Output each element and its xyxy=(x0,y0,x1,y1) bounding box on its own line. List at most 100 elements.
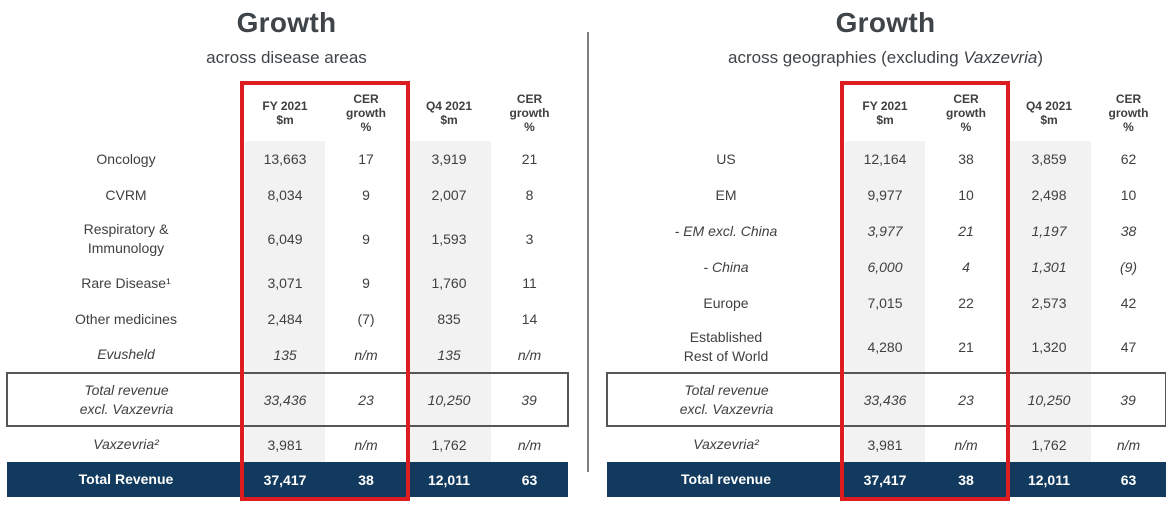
table-row: Europe 7,015 22 2,573 42 xyxy=(607,285,1166,321)
table-row: Total revenue excl. Vaxzevria 33,436 23 10,… xyxy=(6,372,569,427)
cell-fy-2021: 3,981 xyxy=(245,426,325,462)
cell-q4-2021: 835 xyxy=(407,301,491,337)
cell-cer-growth-q4: 39 xyxy=(1091,372,1166,427)
column-header: Q4 2021 $m xyxy=(425,99,473,127)
cell-fy-2021: 33,436 xyxy=(845,372,925,427)
cell-fy-2021: 33,436 xyxy=(245,372,325,427)
cell-cer-growth-q4: 63 xyxy=(521,471,538,488)
header-row: FY 2021 $m CER growth % Q4 2021 $m CER grow… xyxy=(7,85,568,141)
subtitle-italic-text: Vaxzevria xyxy=(963,48,1038,67)
table-row: Oncology 13,663 17 3,919 21 xyxy=(7,141,568,177)
cell-q4-2021: 1,762 xyxy=(407,426,491,462)
table-row: CVRM 8,034 9 2,007 8 xyxy=(7,177,568,213)
subtitle-text: across geographies (excluding xyxy=(728,48,964,67)
row-label: - China xyxy=(703,258,749,275)
growth-table-disease-areas: FY 2021 $m CER growth % Q4 2021 $m CER grow… xyxy=(6,85,569,497)
column-header: FY 2021 $m xyxy=(262,99,308,127)
cell-cer-growth-fy: 9 xyxy=(362,275,370,291)
cell-cer-growth-fy: 22 xyxy=(958,295,974,311)
cell-cer-growth-fy: 21 xyxy=(958,223,974,239)
cell-q4-2021: 1,762 xyxy=(1007,426,1091,462)
cell-cer-growth-q4: 38 xyxy=(1120,223,1137,239)
cell-q4-2021: 2,007 xyxy=(407,177,491,213)
column-header: CER growth % xyxy=(946,92,986,134)
cell-fy-2021: 37,417 xyxy=(263,471,307,488)
column-header: CER growth % xyxy=(509,92,550,134)
page-title: Growth xyxy=(835,7,936,38)
cell-cer-growth-fy: 10 xyxy=(958,187,974,203)
header-spacer xyxy=(607,85,845,141)
table-row: - China 6,000 4 1,301 (9) xyxy=(607,249,1166,285)
cell-cer-growth-q4: 42 xyxy=(1120,295,1137,311)
column-header: CER growth % xyxy=(1108,92,1149,134)
cell-fy-2021: 2,484 xyxy=(245,301,325,337)
row-label: US xyxy=(716,150,736,167)
cell-cer-growth-fy: n/m xyxy=(954,436,978,453)
table-row: Rare Disease¹ 3,071 9 1,760 11 xyxy=(7,265,568,301)
cell-q4-2021: 135 xyxy=(407,337,491,373)
row-label: Total revenue xyxy=(681,471,771,487)
cell-cer-growth-fy: 38 xyxy=(958,151,974,167)
cell-q4-2021: 10,250 xyxy=(1007,372,1091,427)
cell-q4-2021: 2,573 xyxy=(1007,285,1091,321)
cell-cer-growth-q4: n/m xyxy=(517,346,542,363)
table-row: Established Rest of World 4,280 21 1,320 47 xyxy=(607,321,1166,373)
cell-cer-growth-q4: n/m xyxy=(1116,436,1141,453)
table-body: Oncology 13,663 17 3,919 21 CVRM 8,034 9 2,007 8 R… xyxy=(6,141,569,497)
row-label: Evusheld xyxy=(97,346,155,362)
table-row: US 12,164 38 3,859 62 xyxy=(607,141,1166,177)
table-body: US 12,164 38 3,859 62 EM 9,977 10 2,498 10 - EM ex… xyxy=(606,141,1166,497)
table-header: FY 2021 $m CER growth % Q4 2021 $m CER grow… xyxy=(607,85,1166,141)
cell-cer-growth-q4: 47 xyxy=(1120,338,1137,355)
table-header: FY 2021 $m CER growth % Q4 2021 $m CER grow… xyxy=(7,85,568,141)
cell-cer-growth-fy: 38 xyxy=(358,471,374,488)
row-label: Europe xyxy=(703,294,749,311)
cell-cer-growth-q4: 21 xyxy=(521,151,538,167)
cell-q4-2021: 3,919 xyxy=(407,141,491,177)
cell-cer-growth-fy: n/m xyxy=(354,346,378,363)
cell-cer-growth-q4: 10 xyxy=(1120,187,1137,203)
table-row: Vaxzevria² 3,981 n/m 1,762 n/m xyxy=(607,426,1166,462)
cell-cer-growth-fy: 23 xyxy=(925,372,1007,427)
table-row: Total revenue excl. Vaxzevria 33,436 23 10,… xyxy=(606,372,1166,427)
subtitle-text-suffix: ) xyxy=(1037,48,1043,67)
table-row: Respiratory & Immunology 6,049 9 1,593 3 xyxy=(7,213,568,265)
cell-cer-growth-q4: 8 xyxy=(525,187,534,203)
panel-subtitle: across disease areas xyxy=(6,48,567,68)
total-row: Total Revenue 37,417 38 12,011 63 xyxy=(7,462,568,497)
table-row: - EM excl. China 3,977 21 1,197 38 xyxy=(607,213,1166,249)
column-header: Q4 2021 $m xyxy=(1025,99,1073,127)
cell-cer-growth-fy: 17 xyxy=(358,151,374,167)
row-label: EM xyxy=(715,186,737,203)
row-label: Oncology xyxy=(96,150,156,167)
cell-q4-2021: 12,011 xyxy=(427,471,471,488)
cell-q4-2021: 1,320 xyxy=(1007,321,1091,373)
cell-fy-2021: 6,049 xyxy=(245,213,325,265)
cell-cer-growth-fy: 23 xyxy=(325,372,407,427)
row-label: Established Rest of World xyxy=(683,328,769,364)
row-label: CVRM xyxy=(105,186,147,203)
row-label: Vaxzevria² xyxy=(93,436,159,452)
header-row: FY 2021 $m CER growth % Q4 2021 $m CER grow… xyxy=(607,85,1166,141)
cell-cer-growth-fy: n/m xyxy=(354,436,378,453)
cell-fy-2021: 37,417 xyxy=(863,471,907,488)
row-label: Total revenue excl. Vaxzevria xyxy=(6,372,245,427)
cell-q4-2021: 1,301 xyxy=(1007,249,1091,285)
cell-q4-2021: 1,593 xyxy=(407,213,491,265)
cell-q4-2021: 3,859 xyxy=(1007,141,1091,177)
cell-cer-growth-fy: 4 xyxy=(962,259,970,275)
table-row: Vaxzevria² 3,981 n/m 1,762 n/m xyxy=(7,426,568,462)
row-label: Respiratory & Immunology xyxy=(83,221,169,256)
column-header: CER growth % xyxy=(346,92,386,134)
cell-cer-growth-fy: 9 xyxy=(362,187,370,203)
column-header: FY 2021 $m xyxy=(862,99,908,127)
cell-cer-growth-fy: 21 xyxy=(958,338,974,355)
cell-fy-2021: 6,000 xyxy=(845,249,925,285)
row-label: Total Revenue xyxy=(78,471,174,487)
cell-cer-growth-q4: (9) xyxy=(1119,259,1138,275)
cell-fy-2021: 135 xyxy=(245,337,325,373)
growth-panel-geographies: Growth across geographies (excluding Vax… xyxy=(606,0,1166,511)
cell-cer-growth-q4: 3 xyxy=(525,231,534,247)
cell-fy-2021: 9,977 xyxy=(845,177,925,213)
